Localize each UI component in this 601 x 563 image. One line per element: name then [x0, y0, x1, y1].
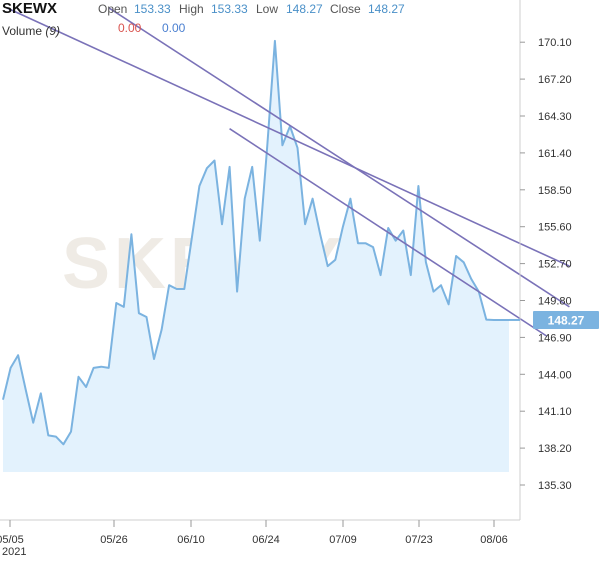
volume-label: Volume (9)	[2, 24, 60, 38]
y-tick-label: 149.80	[538, 296, 572, 308]
y-tick-label: 155.60	[538, 222, 572, 234]
x-tick-label: 08/06	[480, 534, 508, 546]
high-label: High	[179, 2, 204, 16]
y-tick-label: 161.40	[538, 148, 572, 160]
close-label: Close	[330, 2, 361, 16]
trend-line-3	[229, 128, 548, 337]
x-tick-label: 05/26	[100, 534, 128, 546]
y-tick-label: 167.20	[538, 74, 572, 86]
trend-line-2	[108, 7, 570, 308]
high-value: 153.33	[211, 2, 248, 16]
y-tick-label: 170.10	[538, 37, 572, 49]
x-tick-sublabel: 2021	[2, 546, 26, 558]
y-tick-label: 164.30	[538, 111, 572, 123]
x-tick-label: 07/09	[329, 534, 357, 546]
low-value: 148.27	[286, 2, 323, 16]
last-price-badge	[533, 310, 599, 329]
y-tick-label: 135.30	[538, 480, 572, 492]
x-tick-label: 06/24	[252, 534, 280, 546]
y-tick-label: 146.90	[538, 332, 572, 344]
x-tick-label: 06/10	[177, 534, 205, 546]
last-price-label: 148.27	[548, 313, 585, 327]
x-tick-label: 07/23	[405, 534, 433, 546]
y-tick-label: 158.50	[538, 185, 572, 197]
y-tick-label: 144.00	[538, 369, 572, 381]
y-tick-label: 152.70	[538, 259, 572, 271]
close-value: 148.27	[368, 2, 405, 16]
trend-line-1	[6, 7, 570, 267]
low-label: Low	[256, 2, 279, 16]
volume-value-1: 0.00	[118, 21, 142, 35]
y-tick-label: 141.10	[538, 406, 572, 418]
price-line	[2, 39, 509, 446]
area-fill	[3, 40, 509, 473]
volume-value-2: 0.00	[162, 21, 186, 35]
volume-period: (9)	[45, 24, 61, 38]
symbol-label: SKEWX	[2, 0, 58, 17]
x-tick-label: 05/05	[0, 534, 24, 546]
y-tick-label: 138.20	[538, 443, 572, 455]
volume-title: Volume	[2, 24, 43, 38]
open-label: Open	[98, 2, 128, 16]
open-value: 153.33	[134, 2, 171, 16]
